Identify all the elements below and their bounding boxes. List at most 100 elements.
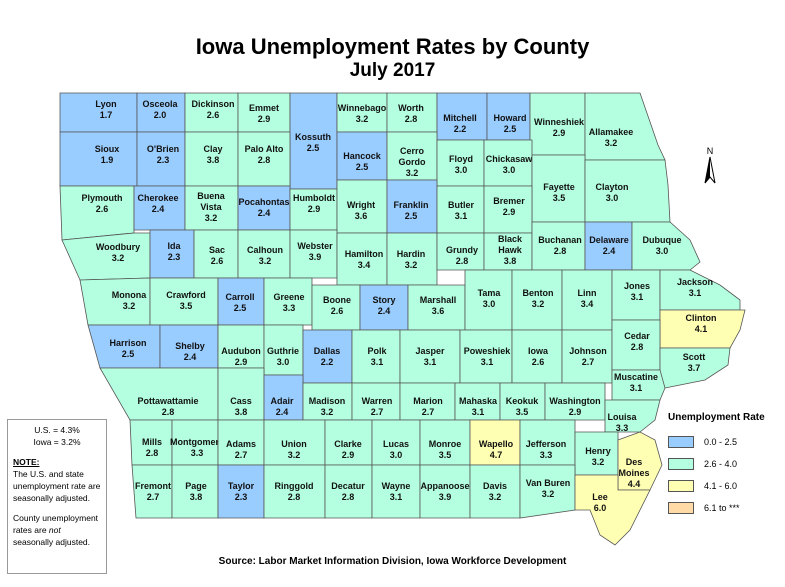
county-name-label: Crawford (166, 290, 206, 300)
county-name-label: Marshall (420, 295, 457, 305)
county-name-label: Iowa (528, 346, 549, 356)
county-rate-label: 3.4 (581, 299, 594, 309)
county-shape (386, 232, 438, 286)
county-rate-label: 3.2 (356, 114, 369, 124)
county-rate-label: 2.9 (553, 128, 566, 138)
county-rate-label: 3.1 (424, 357, 437, 367)
legend-label: 6.1 to *** (704, 503, 740, 513)
county-rate-label: 2.3 (157, 155, 170, 165)
county-name-label: Keokuk (506, 396, 540, 406)
county-name-label: Vista (200, 202, 222, 212)
county-shape (584, 159, 671, 223)
county-name-label: Black (498, 234, 523, 244)
county-rate-label: 3.8 (190, 492, 203, 502)
county-name-label: Lucas (383, 439, 409, 449)
county-name-label: Buena (197, 191, 226, 201)
legend-swatch (668, 480, 694, 492)
county-name-label: Boone (323, 295, 351, 305)
county-name-label: Story (372, 295, 395, 305)
county-name-label: Hawk (498, 245, 523, 255)
county-rate-label: 2.7 (147, 492, 160, 502)
map-subtitle: July 2017 (349, 60, 436, 81)
county-rate-label: 3.1 (631, 292, 644, 302)
county-rate-label: 2.9 (235, 357, 248, 367)
county-name-label: Henry (585, 446, 611, 456)
county-rate-label: 3.3 (540, 450, 553, 460)
county-rate-label: 3.0 (656, 246, 669, 256)
county-name-label: Linn (578, 288, 597, 298)
county-rate-label: 2.6 (211, 256, 224, 266)
legend: Unemployment Rate 0.0 - 2.5 2.6 - 4.0 4.… (668, 412, 778, 519)
county-name-label: Hamilton (345, 249, 384, 259)
county-rate-label: 2.8 (554, 246, 567, 256)
county-name-label: Howard (493, 113, 526, 123)
county-rate-label: 2.4 (152, 204, 165, 214)
county-name-label: Dubuque (643, 235, 682, 245)
legend-item: 4.1 - 6.0 (668, 475, 778, 497)
legend-title: Unemployment Rate (668, 412, 765, 423)
county-name-label: Clayton (595, 182, 628, 192)
county-rate-label: 2.6 (331, 306, 344, 316)
county-name-label: Delaware (589, 235, 629, 245)
county-name-label: Cerro (400, 146, 425, 156)
county-rate-label: 2.5 (356, 162, 369, 172)
county-rate-label: 3.8 (235, 407, 248, 417)
county-name-label: Clarke (334, 439, 362, 449)
us-rate: U.S. = 4.3% (34, 425, 80, 435)
county-rate-label: 3.2 (592, 457, 605, 467)
county-rate-label: 2.9 (342, 450, 355, 460)
county-name-label: Audubon (221, 346, 261, 356)
county-name-label: Webster (297, 241, 333, 251)
county-rate-label: 3.4 (358, 260, 371, 270)
county-name-label: Johnson (569, 346, 607, 356)
county-rate-label: 3.2 (532, 299, 545, 309)
county-rate-label: 3.1 (472, 407, 485, 417)
county-rate-label: 2.8 (631, 342, 644, 352)
county-rate-label: 2.4 (603, 246, 616, 256)
legend-item: 0.0 - 2.5 (668, 431, 778, 453)
county-name-label: Dickinson (191, 99, 234, 109)
county-shape (79, 277, 151, 326)
county-name-label: Moines (618, 468, 649, 478)
county-name-label: Fremont (135, 481, 171, 491)
county-name-label: Union (281, 439, 307, 449)
county-name-label: Lyon (95, 99, 116, 109)
county-rate-label: 4.4 (628, 479, 641, 489)
county-name-label: Floyd (449, 154, 473, 164)
county-name-label: Adams (226, 439, 256, 449)
legend-swatch (668, 436, 694, 448)
county-name-label: Winneshiek (534, 117, 585, 127)
county-name-label: Louisa (607, 412, 637, 422)
county-rate-label: 3.6 (355, 211, 368, 221)
county-name-label: Wapello (479, 439, 514, 449)
north-arrow-icon: N (700, 145, 720, 185)
county-name-label: Marion (413, 396, 443, 406)
county-name-label: Ringgold (275, 481, 314, 491)
county-name-label: Warren (362, 396, 393, 406)
county-rate-label: 2.8 (258, 155, 271, 165)
